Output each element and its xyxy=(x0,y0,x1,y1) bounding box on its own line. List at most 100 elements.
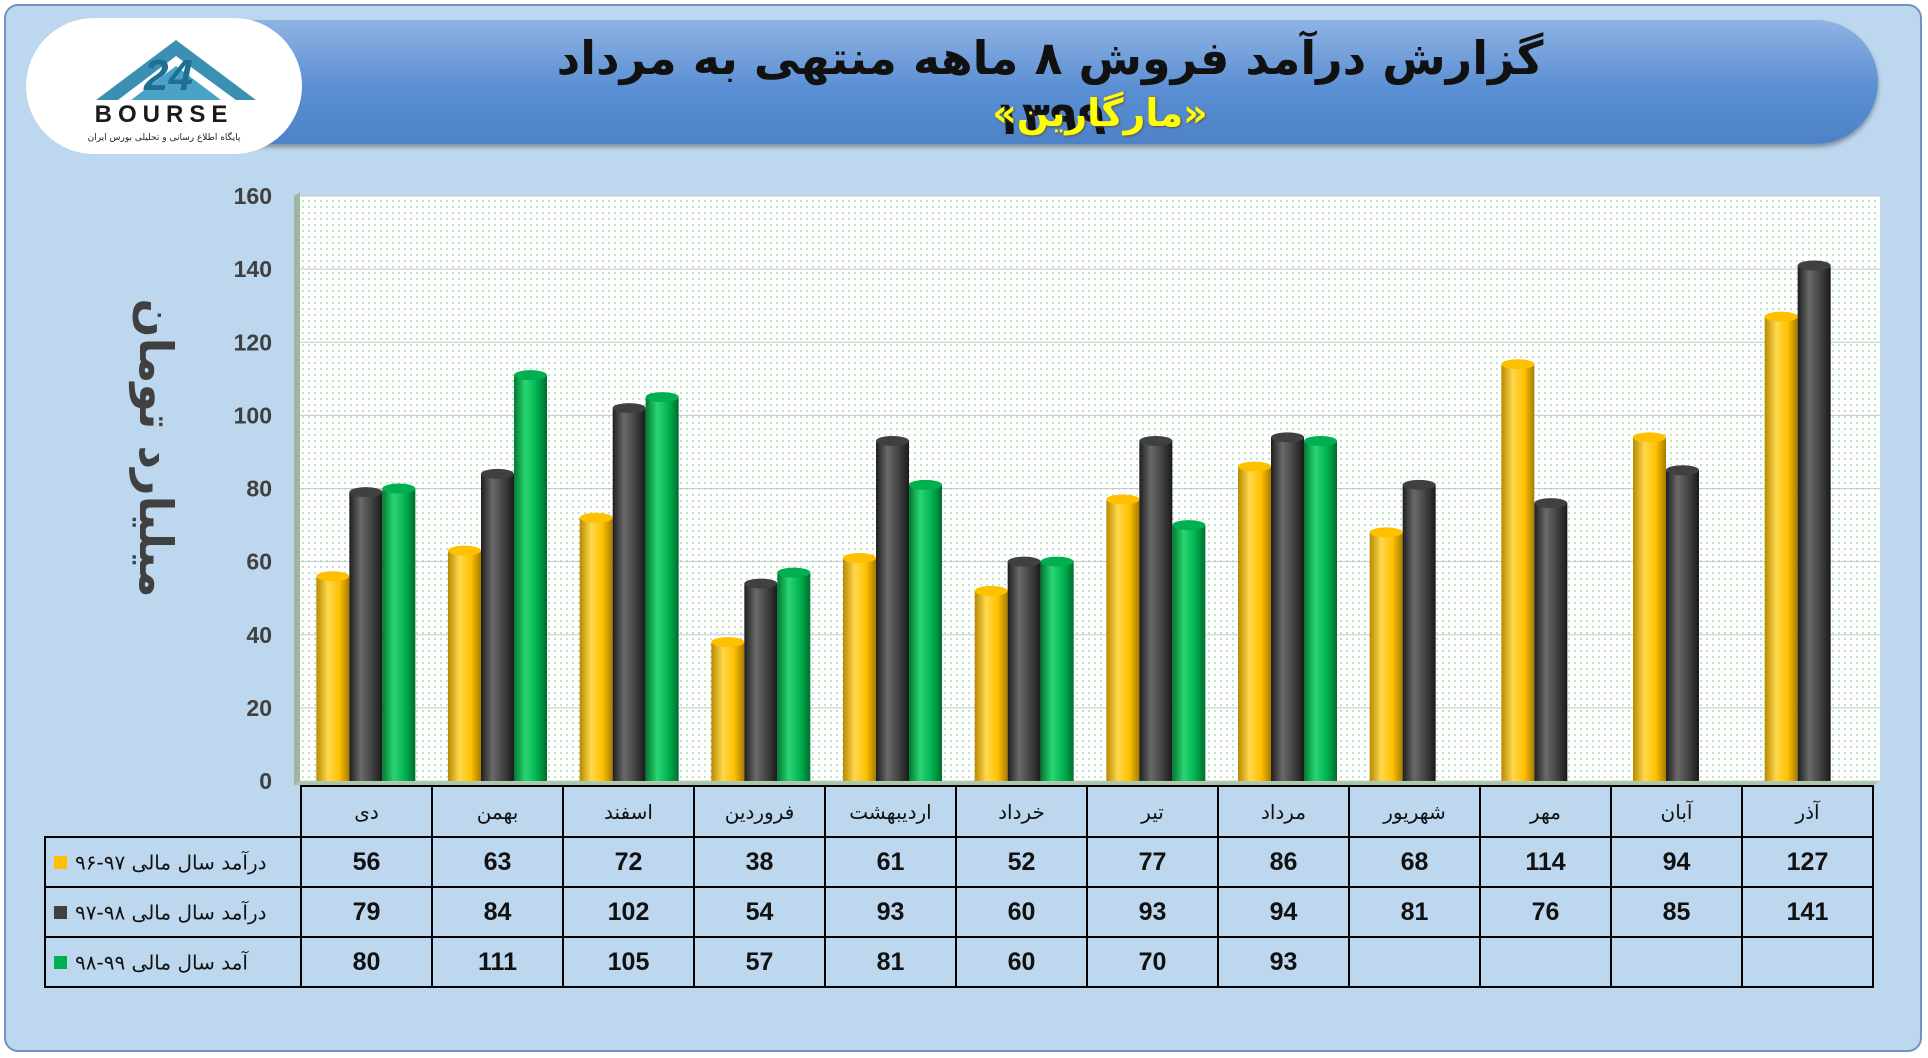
bar-s3-2 xyxy=(645,392,679,781)
bar-cap xyxy=(1369,527,1403,538)
bar-cap xyxy=(876,435,909,446)
bar-cap xyxy=(1106,494,1140,505)
cell-s2-tir: 93 xyxy=(1086,886,1219,938)
cell-s1-khordad: 52 xyxy=(955,836,1088,888)
bar-body xyxy=(876,440,909,781)
bar-body xyxy=(974,590,1008,781)
bar-cap xyxy=(711,637,745,648)
bar-s2-2 xyxy=(612,403,646,781)
bar-s2-5 xyxy=(1007,556,1041,781)
bar-body xyxy=(1040,561,1074,781)
cell-s3-ordibehesht: 81 xyxy=(824,936,957,988)
bar-s2-9 xyxy=(1534,498,1568,781)
bar-body xyxy=(1304,440,1337,781)
bar-cap xyxy=(514,370,547,381)
bar-s1-0 xyxy=(316,571,350,781)
table-corner xyxy=(45,786,301,837)
table-row-series1: درآمد سال مالی ۹۷-۹۶ 56 63 72 38 61 52 7… xyxy=(44,836,1874,888)
bar-s1-2 xyxy=(579,512,613,781)
plot-side-wall xyxy=(294,192,300,785)
bar-body xyxy=(382,488,416,781)
legend-swatch-green xyxy=(54,956,67,970)
bar-s1-4 xyxy=(843,552,876,781)
bar-s3-0 xyxy=(382,483,416,781)
bar-s2-4 xyxy=(876,435,909,781)
bar-cap xyxy=(1534,498,1568,509)
cell-s1-aban: 94 xyxy=(1610,836,1743,888)
bar-cap xyxy=(1666,465,1699,476)
bar-s1-10 xyxy=(1633,432,1666,781)
bar-s1-1 xyxy=(448,545,481,781)
cell-s3-shahrivar xyxy=(1348,936,1481,988)
chart-subtitle: «مارگارین» xyxy=(992,91,1208,135)
bar-s2-8 xyxy=(1402,479,1436,781)
bar-s3-4 xyxy=(909,479,942,781)
bar-s2-3 xyxy=(744,578,778,781)
bar-cap xyxy=(481,468,514,479)
legend-label-series2: درآمد سال مالی ۹۸-۹۷ xyxy=(75,900,267,925)
y-tick-label: 20 xyxy=(246,695,272,721)
bar-s2-11 xyxy=(1797,260,1831,781)
bar-s1-6 xyxy=(1106,494,1140,781)
bar-body xyxy=(1534,503,1568,781)
bar-cap xyxy=(777,567,811,578)
y-tick-label: 120 xyxy=(234,329,272,355)
bar-cap xyxy=(909,479,942,490)
bourse24-logo: 24 BOURSE پایگاه اطلاع رسانی و تحلیلی بو… xyxy=(26,18,302,154)
y-tick-label: 80 xyxy=(246,476,272,502)
cell-s1-ordibehesht: 61 xyxy=(824,836,957,888)
bar-body xyxy=(909,484,942,781)
bar-cap xyxy=(645,392,679,403)
cell-s3-farvardin: 57 xyxy=(693,936,826,988)
bar-body xyxy=(1238,466,1271,781)
cell-s1-mordad: 86 xyxy=(1217,836,1350,888)
cell-s2-mehr: 76 xyxy=(1479,886,1612,938)
bar-cap xyxy=(1238,461,1271,472)
bar-body xyxy=(1139,440,1173,781)
bar-s2-7 xyxy=(1271,432,1304,781)
logo-number: 24 xyxy=(143,51,193,100)
bar-cap xyxy=(1172,520,1206,531)
y-tick-label: 160 xyxy=(234,183,272,209)
bar-body xyxy=(448,550,481,781)
cell-s3-esfand: 105 xyxy=(562,936,695,988)
month-khordad: خرداد xyxy=(955,785,1088,838)
month-tir: تیر xyxy=(1086,785,1219,838)
bar-cap xyxy=(1764,311,1798,322)
cell-s3-azar xyxy=(1741,936,1874,988)
bar-body xyxy=(514,375,547,781)
bar-s3-5 xyxy=(1040,556,1074,781)
bar-body xyxy=(1666,470,1699,781)
bar-body xyxy=(1764,316,1798,781)
bar-body xyxy=(481,473,514,781)
bar-s1-9 xyxy=(1501,359,1535,781)
bar-cap xyxy=(349,487,383,498)
bar-cap xyxy=(1304,435,1337,446)
cell-s1-esfand: 72 xyxy=(562,836,695,888)
bar-s3-7 xyxy=(1304,435,1337,781)
y-tick-label: 60 xyxy=(246,549,272,575)
cell-s2-shahrivar: 81 xyxy=(1348,886,1481,938)
bar-body xyxy=(1369,532,1403,781)
cell-s1-azar: 127 xyxy=(1741,836,1874,888)
bar-s1-8 xyxy=(1369,527,1403,781)
cell-s2-ordibehesht: 93 xyxy=(824,886,957,938)
month-mordad: مرداد xyxy=(1217,785,1350,838)
bar-s1-3 xyxy=(711,637,745,781)
bar-cap xyxy=(1007,556,1041,567)
chart-title: گزارش درآمد فروش ۸ ماهه منتهی به مرداد ۱… xyxy=(556,31,1544,145)
cell-s2-bahman: 84 xyxy=(431,886,564,938)
month-bahman: بهمن xyxy=(431,785,564,838)
cell-s1-bahman: 63 xyxy=(431,836,564,888)
bar-body xyxy=(711,642,745,781)
bar-cap xyxy=(448,545,481,556)
bar-body xyxy=(579,517,613,781)
plot-floor xyxy=(294,781,1880,785)
y-tick-label: 0 xyxy=(259,768,272,794)
month-aban: آبان xyxy=(1610,785,1743,838)
month-esfand: اسفند xyxy=(562,785,695,838)
bar-s2-10 xyxy=(1666,465,1699,781)
y-tick-label: 40 xyxy=(246,622,272,648)
bar-cap xyxy=(1271,432,1304,443)
